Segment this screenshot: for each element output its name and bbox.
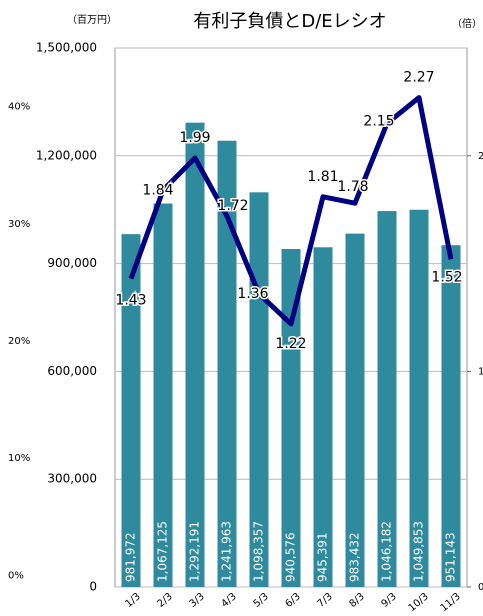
line-value-label: 1.99 <box>179 130 210 146</box>
y-tick-label: 0 <box>89 580 97 594</box>
x-tick-label: 1/3 <box>123 591 142 610</box>
chart-title: 有利子負債とD/Eレシオ <box>193 11 386 32</box>
y-tick-label: 1,200,000 <box>36 148 97 162</box>
bar-value-label: 1,049,853 <box>412 521 426 582</box>
bar-value-label: 1,098,357 <box>252 521 266 582</box>
bar-value-label: 951,143 <box>444 532 458 582</box>
x-tick-label: 4/3 <box>219 591 238 610</box>
line-value-label: 1.84 <box>142 182 173 198</box>
x-tick-label: 2/3 <box>155 591 174 610</box>
line-value-label: 1.72 <box>217 198 248 214</box>
line-value-label: 1.81 <box>307 169 338 185</box>
line-value-label: 1.78 <box>337 179 368 195</box>
y-tick-label: 900,000 <box>47 256 97 270</box>
bar-value-label: 1,241,963 <box>220 521 234 582</box>
line-value-label: 1.52 <box>431 269 462 285</box>
line <box>128 95 454 327</box>
line-value-label: 1.43 <box>115 293 146 309</box>
y3-tick-label: 40% <box>8 102 30 113</box>
x-tick-label: 3/3 <box>187 591 206 610</box>
y2-unit: （倍） <box>452 17 482 30</box>
y-unit: （百万円） <box>67 14 117 26</box>
y3-tick-label: 30% <box>8 219 30 230</box>
x-tick-label: 10/3 <box>407 591 431 614</box>
y3-tick-label: 10% <box>8 453 30 464</box>
y2-tick-label: 2 <box>478 151 483 162</box>
bar <box>281 249 301 587</box>
x-tick-label: 6/3 <box>283 591 302 610</box>
bar-value-label: 1,067,125 <box>156 521 170 582</box>
bar <box>217 140 237 587</box>
y3-tick-label: 0% <box>8 570 24 581</box>
y-tick-label: 1,500,000 <box>36 41 97 55</box>
bar-value-label: 940,576 <box>284 532 298 582</box>
bar <box>409 209 429 588</box>
x-tick-label: 7/3 <box>315 591 334 610</box>
x-tick-label: 11/3 <box>439 591 463 614</box>
bar <box>441 245 461 588</box>
y3-tick-label: 20% <box>8 336 30 347</box>
bar <box>153 203 173 587</box>
x-tick-label: 8/3 <box>347 591 366 610</box>
x-tick-label: 5/3 <box>251 591 270 610</box>
line-value-label: 1.22 <box>275 336 306 352</box>
line-value-label: 2.27 <box>403 70 434 86</box>
bar <box>121 234 141 588</box>
y-tick-label: 600,000 <box>47 364 97 378</box>
bar <box>185 122 205 587</box>
bar <box>345 233 365 587</box>
line-value-label: 2.15 <box>363 113 394 129</box>
bar-value-label: 1,046,182 <box>380 521 394 582</box>
y2-tick-label: 1 <box>478 366 483 377</box>
y2-tick-label: 0 <box>478 582 483 593</box>
bar <box>377 211 397 587</box>
bar-value-label: 981,972 <box>124 532 138 582</box>
bar-value-label: 1,292,191 <box>188 521 202 582</box>
bar <box>313 247 333 588</box>
y-tick-label: 300,000 <box>47 472 97 486</box>
line-value-label: 1.36 <box>237 286 268 302</box>
bar-value-label: 983,432 <box>348 532 362 582</box>
x-tick-label: 9/3 <box>379 591 398 610</box>
bar-value-label: 945,391 <box>316 532 330 582</box>
bar <box>249 192 269 587</box>
